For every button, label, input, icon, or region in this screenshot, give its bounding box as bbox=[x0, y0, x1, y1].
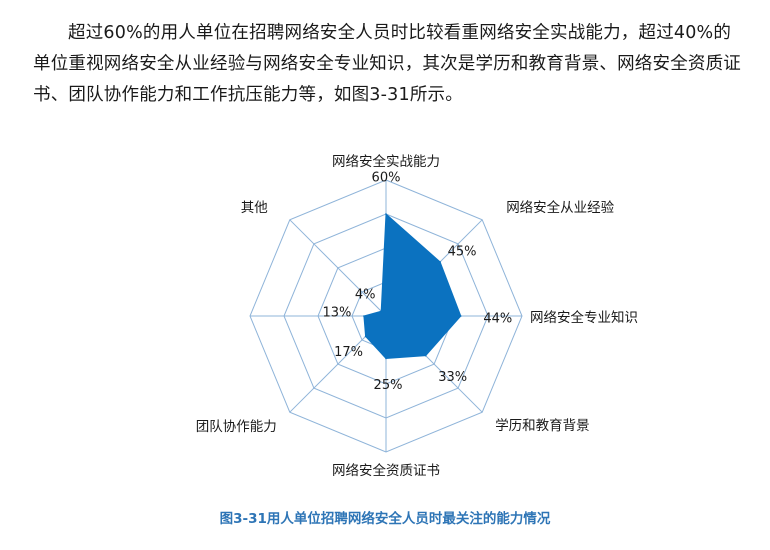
category-label-4: 网络安全资质证书 bbox=[332, 462, 440, 479]
category-label-0: 网络安全实战能力 bbox=[332, 153, 440, 170]
series-area bbox=[363, 212, 462, 360]
data-point-4 bbox=[385, 357, 387, 360]
data-point-3 bbox=[424, 354, 427, 357]
spoke-7 bbox=[289, 219, 387, 317]
category-label-3: 学历和教育背景 bbox=[495, 418, 590, 434]
data-point-0 bbox=[385, 213, 387, 215]
data-point-1 bbox=[439, 261, 441, 263]
value-label-7: 4% bbox=[355, 288, 376, 303]
value-label-4: 25% bbox=[374, 378, 403, 393]
data-point-7 bbox=[380, 310, 383, 313]
category-label-7: 其他 bbox=[241, 200, 268, 216]
category-label-2: 网络安全专业知识 bbox=[530, 309, 638, 326]
category-label-1: 网络安全从业经验 bbox=[506, 199, 614, 216]
category-label-5: 团队协作能力 bbox=[196, 419, 277, 435]
value-label-2: 44% bbox=[483, 312, 512, 327]
value-label-5: 17% bbox=[334, 345, 363, 360]
data-point-2 bbox=[460, 315, 462, 317]
radar-series bbox=[363, 212, 462, 360]
value-labels: 60% 45% 44% 33% 25% 17% 13% 4% bbox=[322, 171, 512, 394]
value-label-1: 45% bbox=[448, 244, 477, 259]
value-label-6: 13% bbox=[322, 306, 351, 321]
data-point-6 bbox=[363, 315, 365, 317]
figure-caption: 图3-31用人单位招聘网络安全人员时最关注的能力情况 bbox=[219, 511, 551, 527]
value-label-3: 33% bbox=[438, 370, 467, 385]
value-label-0: 60% bbox=[372, 171, 401, 186]
data-point-5 bbox=[364, 335, 367, 338]
body-paragraph: 超过60%的用人单位在招聘网络安全人员时比较看重网络安全实战能力，超过40%的单… bbox=[33, 23, 741, 105]
